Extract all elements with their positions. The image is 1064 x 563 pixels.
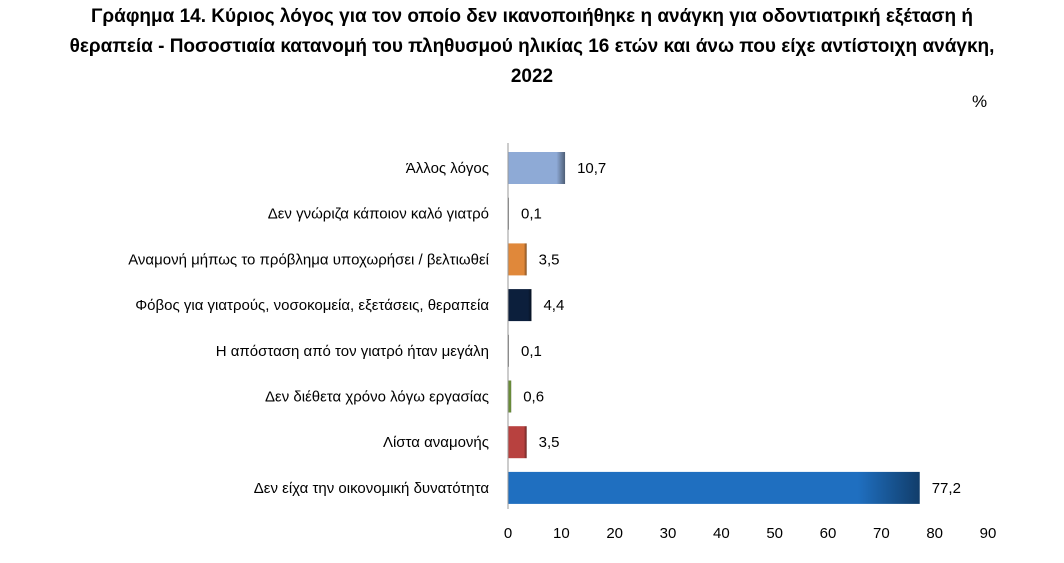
chart-title-line-2: θεραπεία - Ποσοστιαία κατανομή του πληθυ…	[69, 36, 995, 57]
chart-title-line-1: Γράφημα 14. Κύριος λόγος για τον οποίο δ…	[90, 6, 974, 27]
category-label: Λίστα αναμονής	[383, 434, 489, 451]
bar	[508, 152, 566, 184]
chart-title: Γράφημα 14. Κύριος λόγος για τον οποίο δ…	[0, 2, 1064, 92]
x-tick-label: 20	[606, 525, 623, 542]
category-label: Φόβος για γιατρούς, νοσοκομεία, εξετάσει…	[135, 297, 489, 314]
x-tick-label: 90	[980, 525, 997, 542]
category-label: Αναμονή μήπως το πρόβλημα υποχωρήσει / β…	[128, 251, 489, 268]
x-tick-label: 50	[766, 525, 783, 542]
value-label: 0,1	[521, 206, 542, 223]
bar	[508, 243, 527, 276]
bar	[508, 426, 527, 459]
x-tick-label: 0	[504, 525, 512, 542]
value-label: 10,7	[577, 160, 606, 177]
bar	[508, 289, 532, 322]
category-label: Άλλος λόγος	[406, 160, 489, 177]
category-label: Δεν γνώριζα κάποιον καλό γιατρό	[268, 206, 489, 223]
bar	[508, 471, 920, 504]
chart-title-line-3: 2022	[510, 66, 554, 87]
x-tick-label: 30	[660, 525, 677, 542]
x-tick-label: 10	[553, 525, 570, 542]
unit-label: %	[972, 92, 988, 111]
category-label: Η απόσταση από τον γιατρό ήταν μεγάλη	[216, 343, 489, 360]
category-label: Δεν διέθετα χρόνο λόγω εργασίας	[265, 389, 489, 406]
value-label: 4,4	[543, 297, 564, 314]
x-tick-label: 60	[820, 525, 837, 542]
value-label: 77,2	[932, 480, 961, 497]
x-tick-label: 80	[926, 525, 943, 542]
x-tick-label: 70	[873, 525, 890, 542]
value-label: 3,5	[539, 434, 560, 451]
x-tick-label: 40	[713, 525, 730, 542]
value-label: 3,5	[539, 251, 560, 268]
category-label: Δεν είχα την οικονομική δυνατότητα	[254, 480, 490, 497]
bar	[508, 380, 512, 413]
value-label: 0,1	[521, 343, 542, 360]
value-label: 0,6	[523, 389, 544, 406]
